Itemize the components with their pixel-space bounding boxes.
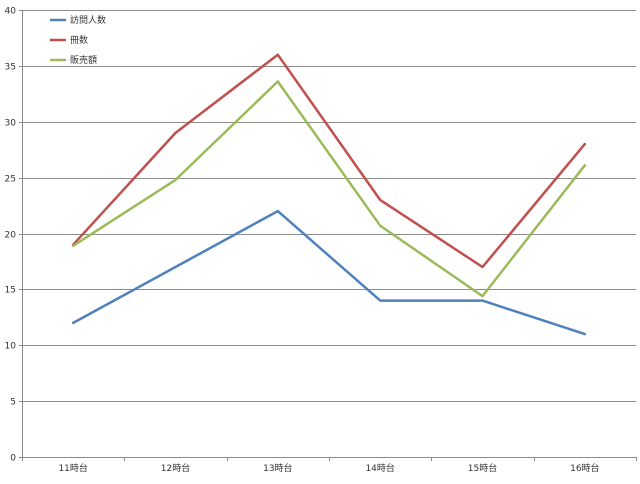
x-tick-label: 12時台 <box>161 462 190 474</box>
y-tick-label: 5 <box>10 398 16 408</box>
y-tick-label: 35 <box>5 63 16 73</box>
y-tick-label: 30 <box>5 119 17 129</box>
y-tick-label: 10 <box>5 342 17 352</box>
y-tick-label: 20 <box>5 231 17 241</box>
y-axis-ticks: 0 5 10 15 20 25 30 35 40 <box>5 7 17 464</box>
y-tick-label: 15 <box>5 286 16 296</box>
x-tick-label: 14時台 <box>365 462 394 474</box>
y-tick-label: 40 <box>5 7 17 17</box>
x-tick-label: 11時台 <box>58 462 87 474</box>
x-axis-ticks: 11時台 12時台 13時台 14時台 15時台 16時台 <box>58 462 599 474</box>
legend-label: 冊数 <box>70 34 88 46</box>
legend-label: 訪問人数 <box>70 14 106 26</box>
series-lines <box>73 55 585 335</box>
x-tick-label: 13時台 <box>263 462 292 474</box>
series-line-2 <box>73 82 585 297</box>
series-line-0 <box>73 211 585 334</box>
axes <box>19 10 637 461</box>
series-line-1 <box>73 55 585 267</box>
gridlines <box>22 11 636 402</box>
y-tick-label: 25 <box>5 175 16 185</box>
y-tick-label: 0 <box>10 454 16 464</box>
x-tick-label: 16時台 <box>570 462 599 474</box>
x-tick-label: 15時台 <box>468 462 497 474</box>
legend-label: 販売額 <box>70 54 97 66</box>
